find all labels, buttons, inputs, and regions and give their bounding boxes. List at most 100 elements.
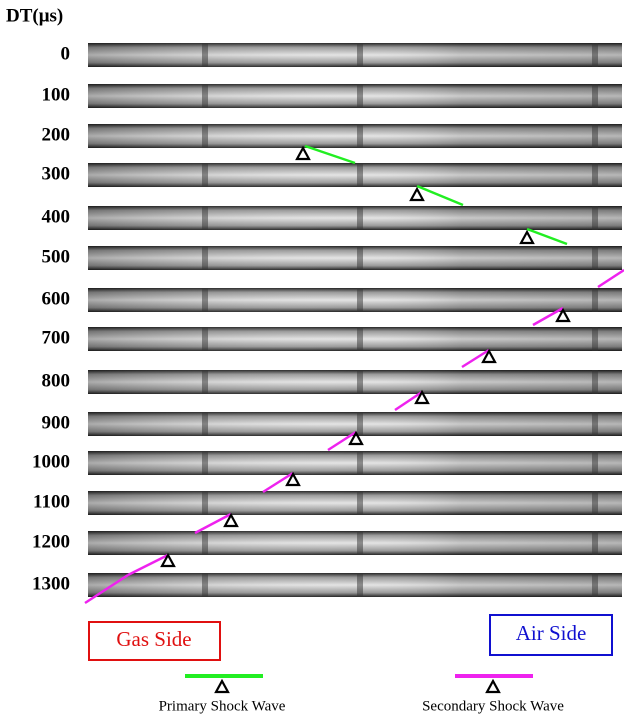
strip-shade [88,370,622,394]
secondary-shock-line [262,471,294,494]
gas-side-box [88,621,221,661]
legend-secondary-label: Secondary Shock Wave [422,698,564,714]
row-label: 1200 [32,531,70,552]
legend-primary-triangle [214,678,230,694]
strip-node [592,288,598,312]
strip-node [357,124,363,148]
secondary-shock-line [327,430,357,452]
strip-shade [88,84,622,108]
strip-node [592,531,598,555]
strip-node [202,370,208,394]
strip-shade [88,451,622,475]
strip-node [592,246,598,270]
strip-node [357,327,363,351]
row-label: 1100 [33,491,70,512]
strip-node [202,163,208,187]
strip-node [202,206,208,230]
strip-shade [88,288,622,312]
strip-node [202,124,208,148]
strip-node [592,491,598,515]
strip-node [202,491,208,515]
strip-node [592,327,598,351]
strip-node [357,43,363,67]
row-label: 800 [42,370,71,391]
strip-node [202,327,208,351]
shock-triangle [414,389,430,405]
row-label: 600 [42,288,71,309]
strip-node [202,531,208,555]
strip-node [202,84,208,108]
row-label: 300 [42,163,71,184]
strip-node [357,531,363,555]
secondary-shock-line [394,390,423,412]
strip-node [357,370,363,394]
strip-node [357,288,363,312]
row-label: 1000 [32,451,70,472]
strip-node [592,163,598,187]
primary-shock-line [526,227,568,246]
strip-node [357,206,363,230]
strip-node [357,412,363,436]
strip-shade [88,491,622,515]
strip-shade [88,43,622,67]
air-side-label: Air Side [516,621,587,645]
strip-node [357,451,363,475]
gas-side-label: Gas Side [116,627,191,651]
secondary-shock-line [84,573,129,605]
strip-node [357,246,363,270]
strip-node [202,412,208,436]
secondary-shock-line [597,268,624,289]
row-label: 0 [61,43,71,64]
strip-shade [88,124,622,148]
strip-shade [88,531,622,555]
row-label: 500 [42,246,71,267]
strip-node [202,573,208,597]
strip-node [202,288,208,312]
legend-secondary-triangle [485,678,501,694]
strip-node [592,206,598,230]
primary-shock-line [304,144,356,165]
strip-node [357,573,363,597]
strip-shade [88,246,622,270]
header-title: DT(μs) [6,5,63,26]
shock-triangle [409,186,425,202]
strip-node [357,163,363,187]
strip-shade [88,573,622,597]
air-side-box [489,614,613,656]
secondary-shock-line [461,348,490,369]
secondary-shock-line [532,306,564,327]
strip-node [357,491,363,515]
shock-triangle [519,229,535,245]
strip-node [202,451,208,475]
strip-node [592,370,598,394]
row-label: 400 [42,206,71,227]
row-label: 900 [42,412,71,433]
shock-triangle [555,307,571,323]
primary-shock-line [416,184,464,207]
strip-node [202,246,208,270]
strip-shade [88,163,622,187]
legend-primary-label: Primary Shock Wave [159,698,286,714]
row-label: 200 [42,124,71,145]
strip-shade [88,327,622,351]
secondary-shock-line [127,553,169,577]
strip-node [357,84,363,108]
strip-shade [88,206,622,230]
shock-triangle [285,471,301,487]
row-label: 700 [42,327,71,348]
strip-node [592,43,598,67]
shock-triangle [223,512,239,528]
shock-triangle [160,552,176,568]
strip-node [592,84,598,108]
strip-node [202,43,208,67]
row-label: 100 [42,84,71,105]
shock-triangle [481,348,497,364]
row-label: 1300 [32,573,70,594]
strip-node [592,573,598,597]
secondary-shock-line [194,512,232,535]
strip-node [592,412,598,436]
shock-triangle [295,145,311,161]
strip-node [592,451,598,475]
shock-triangle [348,430,364,446]
